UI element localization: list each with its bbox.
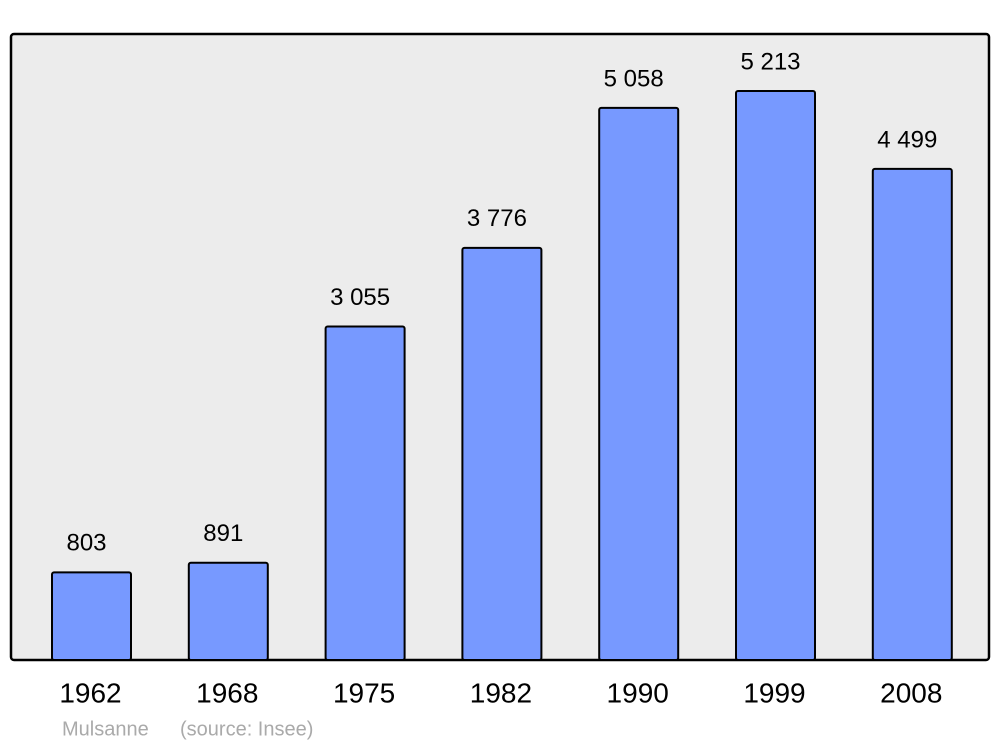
value-label: 3 776 (467, 205, 527, 232)
bar (187, 561, 269, 662)
value-label: 5 058 (604, 65, 664, 92)
bar (735, 90, 816, 661)
source-label: (source: Insee) (180, 718, 313, 740)
bar (461, 246, 543, 661)
place-label: Mulsanne (62, 718, 149, 740)
x-tick-label: 2008 (880, 677, 942, 708)
value-label: 803 (66, 530, 106, 557)
value-label: 4 499 (877, 126, 937, 153)
x-tick-label: 1962 (59, 677, 121, 708)
x-tick-label: 1975 (333, 677, 395, 708)
x-tick-label: 1999 (743, 677, 805, 708)
x-tick-label: 1968 (196, 677, 258, 708)
value-label: 3 055 (330, 284, 390, 311)
x-tick-label: 1990 (607, 677, 669, 708)
bar (51, 571, 132, 662)
bar (871, 167, 953, 661)
x-tick-label: 1982 (470, 677, 532, 708)
bar (324, 325, 406, 661)
bar (598, 106, 680, 662)
value-label: 5 213 (740, 48, 800, 75)
value-label: 891 (203, 520, 243, 547)
